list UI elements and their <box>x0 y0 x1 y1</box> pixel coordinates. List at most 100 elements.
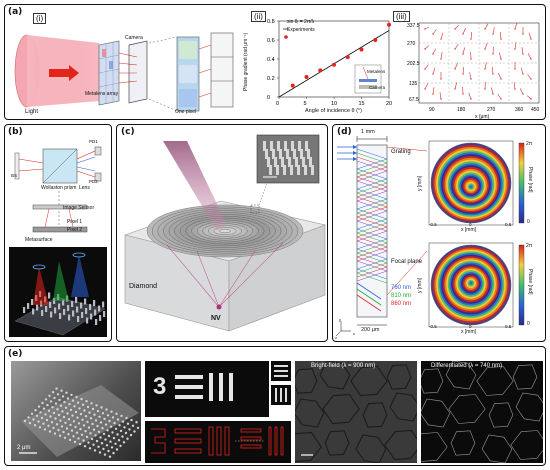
deflection-dot <box>530 78 532 80</box>
metasurface-pillar <box>45 306 48 312</box>
panel-c-tag: (c) <box>121 127 135 137</box>
panel-a-illustration <box>14 32 234 112</box>
sem-nanopillar <box>71 414 74 417</box>
metasurface-pillar <box>86 317 89 324</box>
panel-b: (b) Wollaston prism Lens PD1 PD2 BS Imag… <box>4 124 112 342</box>
sem-nanopillar <box>48 430 52 433</box>
metasurface-pillar <box>67 305 70 311</box>
deflection-arrow <box>527 74 532 80</box>
cell-outline <box>386 364 412 390</box>
phase-disc-outline <box>430 244 512 326</box>
sem-nanopillar <box>30 412 34 415</box>
deflection-arrow <box>439 92 442 100</box>
metasurface-pillar <box>90 313 93 320</box>
sem-nanopillar <box>99 436 102 439</box>
deflection-arrow <box>424 26 430 30</box>
sem-nanopillar <box>63 400 66 404</box>
cell-outline <box>450 430 476 456</box>
sem-nanopillar <box>109 425 113 428</box>
sem-nanopillar <box>66 397 70 400</box>
sem-nanopillar <box>100 406 103 409</box>
deflection-arrow <box>514 42 517 50</box>
deflection-dot <box>522 53 524 55</box>
sem-pillar <box>305 141 308 151</box>
deflection-dot <box>530 58 532 60</box>
cell-outline <box>510 430 545 460</box>
sem-pillar <box>265 149 268 159</box>
sem-nanopillar <box>52 426 55 430</box>
cell-outline <box>355 434 387 464</box>
legend-experiments: Experiments <box>287 27 315 33</box>
phase-ring <box>469 281 473 285</box>
experiment-point <box>387 22 391 27</box>
one-pixel-stack <box>176 32 234 112</box>
sem-nanopillar <box>131 424 135 427</box>
colorbar-bottom <box>518 244 525 326</box>
sem-nanopillar <box>94 419 98 422</box>
sem-nanopillar <box>55 423 59 426</box>
deflection-dot <box>432 93 434 95</box>
deflection-dot <box>440 58 442 60</box>
metasurface-pillar <box>103 311 106 317</box>
sem-nanopillar <box>54 402 58 405</box>
cell-outline <box>445 360 477 390</box>
axis-z-label: z <box>335 335 337 340</box>
wavelength-860-label: 860 nm <box>391 301 412 307</box>
deflection-dot <box>462 53 464 55</box>
sem-nanopillar <box>84 430 87 433</box>
sem-pillar <box>277 141 280 151</box>
sem-pillar <box>300 149 303 159</box>
sem-nanopillar <box>123 426 126 429</box>
sem-pillar <box>279 149 282 159</box>
deflection-arrow <box>484 42 488 50</box>
deflection-dot <box>470 38 472 40</box>
wavelength-760-label: 760 nm <box>391 285 412 291</box>
metasurface-pillar <box>94 309 97 316</box>
grating-label: Grating <box>391 149 411 155</box>
sem-nanopillar <box>88 411 91 414</box>
lens-label: Lens <box>79 185 90 191</box>
metasurface-render <box>9 247 110 337</box>
deflection-arrow <box>440 32 444 40</box>
sem-pillar <box>291 141 294 151</box>
deflection-arrow <box>462 28 466 35</box>
sem-nanopillar <box>66 412 69 415</box>
sem-nanopillar <box>42 407 46 410</box>
deflection-arrow <box>514 22 518 30</box>
sem-nanopillar <box>73 440 77 444</box>
fresnel-ring <box>191 219 259 243</box>
cell-outline <box>389 392 421 422</box>
sem-pillar <box>286 149 289 159</box>
sem-nanopillar <box>65 391 68 394</box>
sem-nanopillar <box>111 431 114 434</box>
cell-outline <box>350 365 388 397</box>
phase-map-top <box>428 140 514 226</box>
deflection-arrow <box>491 87 494 95</box>
cell-outline <box>476 366 514 396</box>
deflection-dot <box>492 73 494 75</box>
fresnel-ring <box>151 206 299 256</box>
deflection-arrow <box>492 67 494 75</box>
sem-nanopillar <box>130 418 133 422</box>
pm2-xtick-0: -0.5 <box>429 324 437 329</box>
metasurface-pillar <box>98 305 101 312</box>
sem-nanopillar <box>56 408 59 411</box>
sem-nanopillar <box>50 421 54 424</box>
inset-ray <box>362 66 369 80</box>
sem-pillar <box>269 165 272 175</box>
deflection-arrow <box>432 29 437 35</box>
sem-nanopillar <box>113 421 116 425</box>
sem-pillar <box>284 141 287 151</box>
sem-nanopillar <box>68 403 71 406</box>
metasurface-pillar <box>59 313 62 319</box>
pd1-label: PD1 <box>89 139 98 144</box>
camera-inset-label: Camera <box>369 85 386 90</box>
sem-nanopillar <box>74 425 77 429</box>
colorbar-top-max: 2π <box>526 141 533 147</box>
deflection-dot <box>530 38 532 40</box>
sem-nanopillar <box>70 393 73 397</box>
sem-nanopillar <box>87 441 90 444</box>
colorbar-bottom-label: Phase [rad] <box>527 269 533 295</box>
x-tick-label: 20 <box>386 101 392 107</box>
metasurface-pillar <box>72 310 75 317</box>
